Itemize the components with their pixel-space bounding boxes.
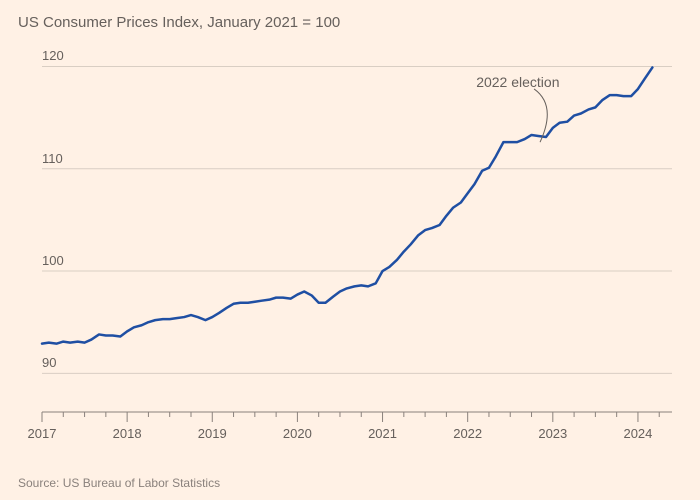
y-axis-label: 120	[42, 48, 64, 63]
y-axis-label: 90	[42, 355, 56, 370]
chart-source: Source: US Bureau of Labor Statistics	[18, 476, 220, 490]
x-axis-label: 2020	[283, 426, 312, 441]
x-axis-label: 2024	[623, 426, 652, 441]
plot-area: 90 100 110 120 2017 2018 2019 2020 2021 2022 2023 2…	[18, 40, 682, 460]
y-axis-label: 110	[42, 151, 63, 166]
x-axis-label: 2017	[28, 426, 57, 441]
cpi-line	[42, 67, 652, 343]
y-axis-label: 100	[42, 253, 64, 268]
chart-container: US Consumer Prices Index, January 2021 =…	[0, 0, 700, 500]
x-axis-label: 2022	[453, 426, 482, 441]
chart-title: US Consumer Prices Index, January 2021 =…	[18, 14, 340, 31]
x-axis-label: 2019	[198, 426, 227, 441]
x-axis-label: 2018	[113, 426, 142, 441]
annotation-label: 2022 election	[476, 74, 559, 90]
x-axis-label: 2021	[368, 426, 397, 441]
annotation-arc	[534, 89, 547, 142]
chart-svg	[18, 40, 682, 460]
x-axis-label: 2023	[538, 426, 567, 441]
